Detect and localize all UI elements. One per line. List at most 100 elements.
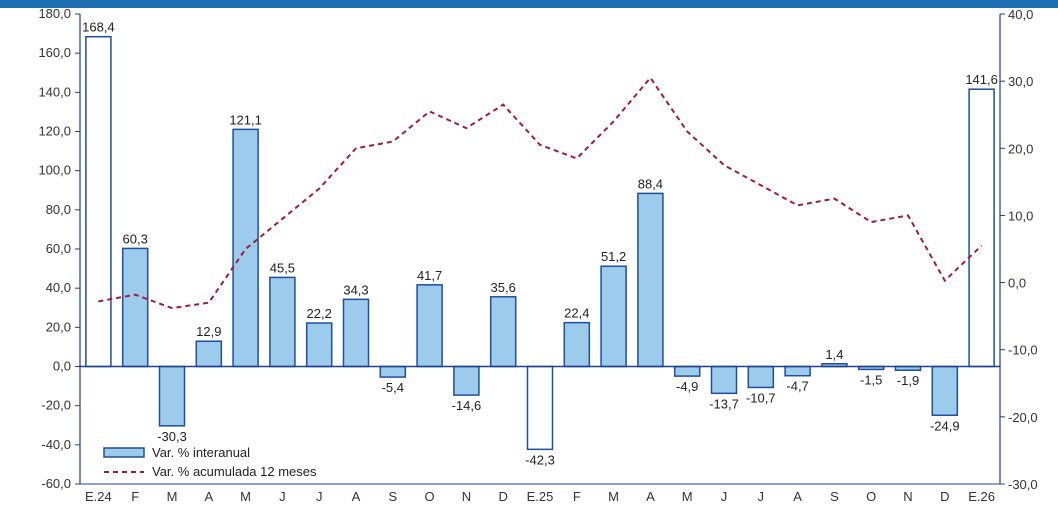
category-label-19: A [793,489,802,504]
bar-15 [637,192,664,368]
right-tick-label: 20,0 [1008,141,1033,156]
left-tick-label: 60,0 [46,241,71,256]
bar-3 [195,340,223,368]
left-tick-label: 80,0 [46,202,71,217]
data-label-3: 12,9 [196,324,221,339]
category-label-24: E.26 [968,489,995,504]
data-label-18: -10,7 [746,390,776,405]
bar-7 [342,298,370,368]
data-label-7: 34,3 [343,282,368,297]
data-label-11: 35,6 [491,280,516,295]
bar-2 [158,365,186,427]
data-label-23: -24,9 [930,418,960,433]
bar-12 [526,365,554,451]
category-label-13: F [573,489,581,504]
accumulated-line [98,76,983,310]
category-label-2: M [167,489,178,504]
category-label-18: J [758,489,765,504]
category-label-17: J [721,489,728,504]
bar-23 [931,365,959,417]
data-label-12: -42,3 [525,452,555,467]
header-bar [0,0,1058,8]
left-tick-label: 20,0 [46,319,71,334]
left-tick-label: 120,0 [38,124,71,139]
right-axis: 40,0 30,0 20,0 10,0 0,0 -10,0 -20,0 -30,0 [1000,7,1038,492]
bar-13 [563,321,591,368]
bar-16 [673,365,701,377]
bar-1 [121,247,149,368]
data-label-2: -30,3 [157,429,187,444]
bar-14 [600,265,627,368]
data-label-4: 121,1 [229,112,262,127]
bar-24 [968,88,995,368]
left-tick-label: -60,0 [41,476,71,491]
category-label-8: S [388,489,397,504]
data-label-1: 60,3 [123,231,148,246]
data-labels: 168,4 60,3 -30,3 12,9 121,1 45,5 22,2 34,3 -5,4 4… [82,20,998,468]
category-label-14: M [608,489,619,504]
category-label-10: N [462,489,471,504]
bar-19 [784,365,811,377]
category-label-7: A [352,489,361,504]
left-tick-label: -20,0 [41,398,71,413]
bar-9 [416,284,443,368]
category-label-0: E.24 [85,489,112,504]
right-tick-label: 0,0 [1008,276,1026,291]
left-tick-label: 160,0 [38,45,71,60]
data-label-22: -1,9 [897,373,919,388]
legend-label-line: Var. % acumulada 12 meses [152,464,317,479]
category-label-6: J [316,489,323,504]
bar-series [85,35,995,451]
bar-0 [85,35,112,368]
category-label-16: M [682,489,693,504]
data-label-21: -1,5 [860,372,882,387]
category-label-5: J [279,489,286,504]
category-label-20: S [830,489,839,504]
data-label-6: 22,2 [307,306,332,321]
data-label-19: -4,7 [786,379,808,394]
bar-5 [269,276,296,368]
category-label-9: O [425,489,435,504]
data-label-13: 22,4 [564,306,589,321]
category-axis: E.24 F M A M J J A S O N D E.25 F M A M J J A S O N D E.26 [85,489,995,504]
category-label-22: N [903,489,912,504]
left-tick-label: 140,0 [38,84,71,99]
category-label-12: E.25 [527,489,554,504]
right-tick-label: 40,0 [1008,7,1033,22]
data-label-16: -4,9 [676,379,698,394]
data-label-24: 141,6 [965,72,998,87]
category-label-3: A [204,489,213,504]
right-tick-label: -10,0 [1008,343,1038,358]
legend-label-bar: Var. % interanual [152,445,250,460]
data-label-14: 51,2 [601,249,626,264]
category-label-1: F [131,489,139,504]
category-label-23: D [940,489,949,504]
bar-6 [305,322,333,368]
axes [79,14,1001,485]
bar-8 [379,365,407,378]
data-label-9: 41,7 [417,268,442,283]
right-tick-label: 30,0 [1008,74,1033,89]
left-tick-label: 180,0 [38,6,71,21]
data-label-5: 45,5 [270,260,295,275]
category-label-11: D [499,489,508,504]
data-label-20: 1,4 [825,347,843,362]
bar-4 [232,128,259,368]
data-label-17: -13,7 [709,396,739,411]
data-label-8: -5,4 [382,380,404,395]
bar-10 [453,365,480,396]
left-tick-label: -40,0 [41,437,71,452]
left-tick-label: 100,0 [38,163,71,178]
bar-18 [747,365,775,389]
category-label-15: A [646,489,655,504]
category-label-4: M [240,489,251,504]
right-tick-label: -20,0 [1008,410,1038,425]
data-label-10: -14,6 [452,398,482,413]
right-tick-label: 10,0 [1008,208,1033,223]
data-label-0: 168,4 [82,20,115,35]
left-axis: 180,0 160,0 140,0 120,0 100,0 80,0 60,0 40,0 20,… [38,6,80,491]
category-label-21: O [866,489,876,504]
bar-17 [710,365,738,395]
left-tick-label: 0,0 [53,359,71,374]
